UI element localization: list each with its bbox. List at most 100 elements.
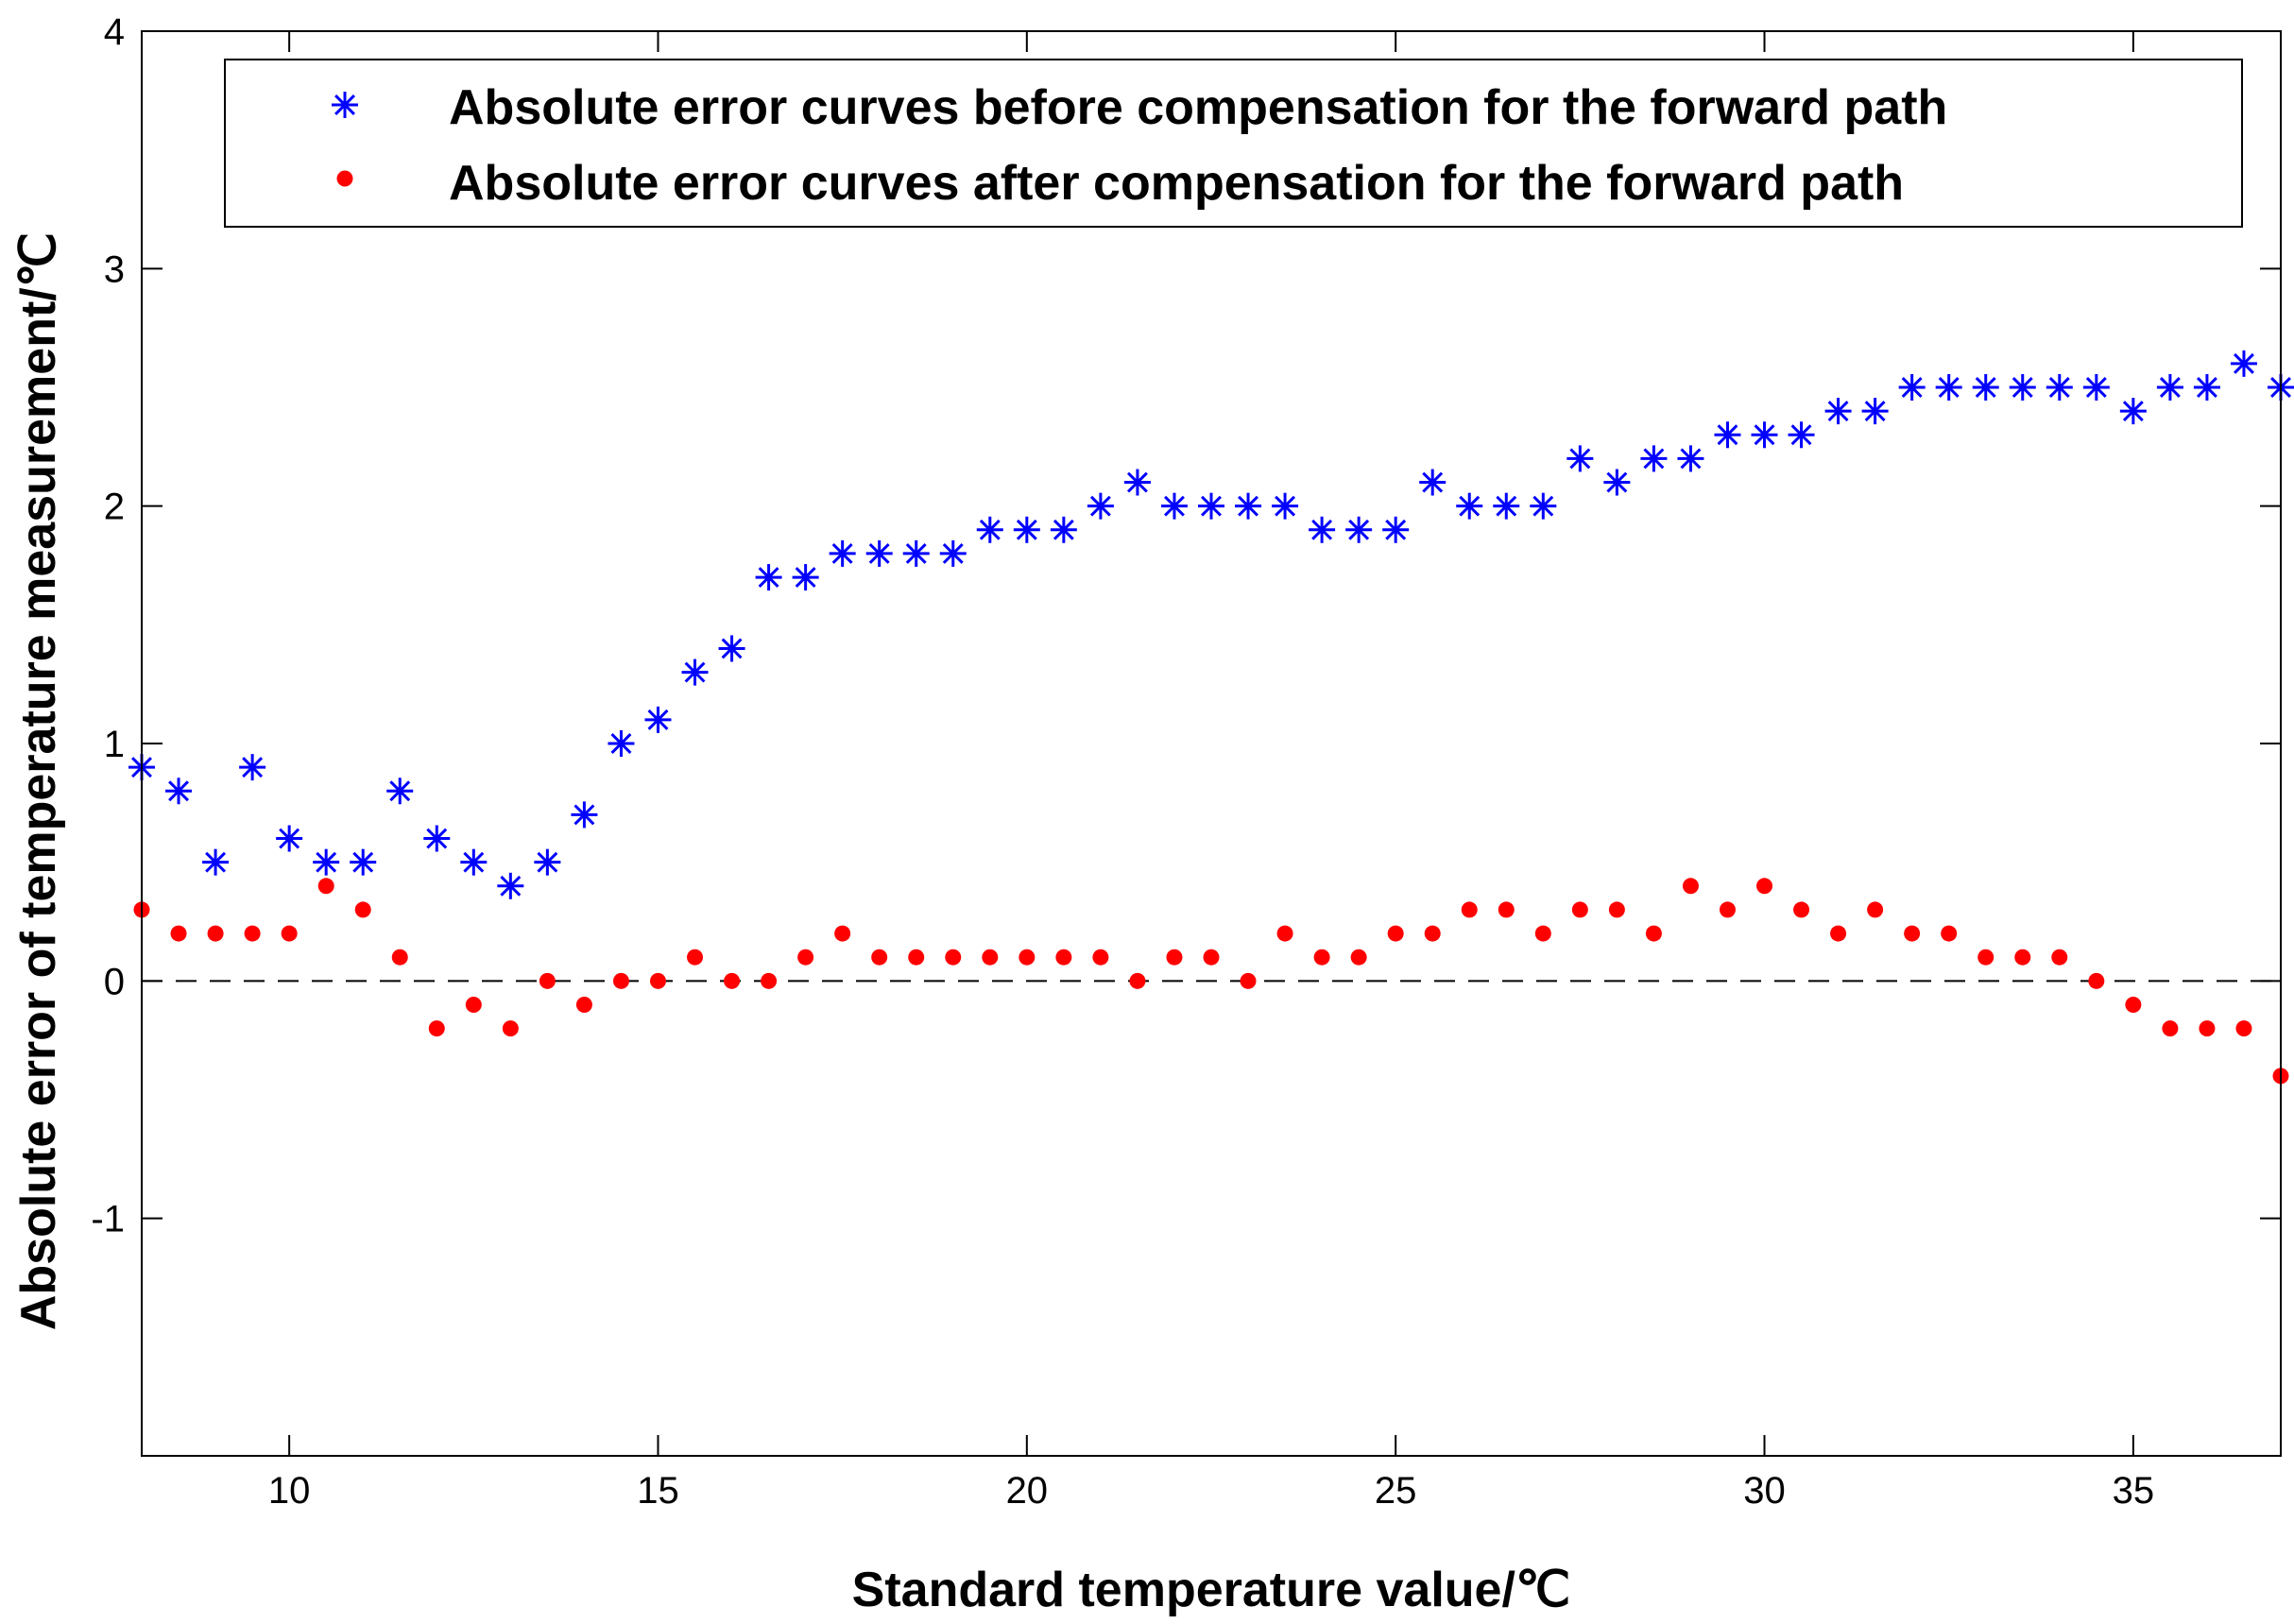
data-point-asterisk bbox=[608, 730, 635, 757]
data-point-asterisk bbox=[1382, 516, 1410, 543]
data-point-asterisk bbox=[681, 658, 709, 686]
data-point-asterisk bbox=[1198, 492, 1224, 520]
y-tick-label: -1 bbox=[91, 1199, 125, 1240]
data-point-dot bbox=[908, 949, 925, 966]
data-point-dot bbox=[2051, 949, 2068, 966]
data-point-dot bbox=[724, 972, 741, 989]
data-point-dot bbox=[797, 949, 814, 966]
x-tick-label: 20 bbox=[1006, 1470, 1049, 1512]
data-point-dot bbox=[1350, 949, 1367, 966]
data-point-asterisk bbox=[497, 872, 524, 899]
data-point-asterisk bbox=[1272, 492, 1299, 520]
data-point-dot bbox=[2125, 996, 2142, 1013]
data-point-asterisk bbox=[276, 825, 303, 852]
data-point-dot bbox=[1055, 949, 1072, 966]
data-point-asterisk bbox=[202, 848, 230, 876]
data-point-asterisk bbox=[2193, 374, 2220, 401]
data-point-asterisk bbox=[2046, 374, 2073, 401]
data-point-asterisk bbox=[1935, 374, 1962, 401]
data-point-dot bbox=[1977, 949, 1994, 966]
data-point-dot bbox=[1203, 949, 1220, 966]
data-point-asterisk bbox=[1123, 469, 1151, 496]
data-point-dot bbox=[761, 972, 778, 989]
data-point-dot bbox=[1941, 925, 1958, 942]
data-point-asterisk bbox=[423, 825, 451, 852]
data-point-asterisk bbox=[1566, 445, 1594, 472]
data-point-asterisk bbox=[1603, 469, 1631, 496]
x-tick-label: 25 bbox=[1375, 1470, 1417, 1512]
data-point-dot bbox=[1904, 925, 1921, 942]
data-point-dot bbox=[1682, 878, 1699, 895]
data-point-asterisk bbox=[1751, 421, 1778, 449]
data-point-dot bbox=[1424, 925, 1441, 942]
data-point-asterisk bbox=[902, 539, 930, 567]
data-point-asterisk bbox=[386, 778, 414, 805]
data-point-asterisk bbox=[2156, 374, 2183, 401]
data-point-asterisk bbox=[460, 848, 488, 876]
data-point-dot bbox=[428, 1020, 445, 1037]
data-point-asterisk bbox=[239, 754, 266, 781]
data-point-asterisk bbox=[976, 516, 1003, 543]
data-point-dot bbox=[502, 1020, 519, 1037]
data-point-asterisk bbox=[571, 801, 598, 829]
data-point-asterisk bbox=[1160, 492, 1188, 520]
y-axis-label: Absolute error of temperature measuremen… bbox=[11, 232, 66, 1330]
data-point-asterisk bbox=[755, 564, 782, 591]
data-point-asterisk bbox=[1714, 421, 1741, 449]
series-layer bbox=[128, 350, 2294, 1085]
data-point-asterisk bbox=[1824, 398, 1852, 425]
data-point-dot bbox=[2014, 949, 2031, 966]
data-point-asterisk bbox=[1898, 374, 1926, 401]
data-point-dot bbox=[244, 925, 261, 942]
legend: Absolute error curves before compensatio… bbox=[224, 59, 2243, 228]
data-point-dot bbox=[207, 925, 224, 942]
data-point-dot bbox=[2199, 1020, 2216, 1037]
data-point-asterisk bbox=[1050, 516, 1077, 543]
y-tick-label: 1 bbox=[104, 724, 125, 765]
data-point-asterisk bbox=[1013, 516, 1040, 543]
legend-entry-label: Absolute error curves before compensatio… bbox=[449, 80, 1947, 135]
data-point-dot bbox=[945, 949, 962, 966]
data-point-dot bbox=[687, 949, 704, 966]
data-point-dot bbox=[354, 901, 371, 918]
data-point-asterisk bbox=[829, 539, 856, 567]
data-point-asterisk bbox=[1087, 492, 1114, 520]
data-point-asterisk bbox=[1419, 469, 1447, 496]
data-point-dot bbox=[575, 996, 592, 1013]
data-point-dot bbox=[1608, 901, 1625, 918]
data-point-dot bbox=[1129, 972, 1146, 989]
y-tick-label: 2 bbox=[104, 487, 125, 528]
legend-marker-asterisk bbox=[332, 92, 358, 118]
x-tick-label: 35 bbox=[2113, 1470, 2155, 1512]
data-point-asterisk bbox=[2082, 374, 2110, 401]
legend-marker-dot bbox=[336, 170, 353, 187]
data-point-asterisk bbox=[2230, 350, 2257, 377]
data-point-asterisk bbox=[1345, 516, 1373, 543]
data-point-asterisk bbox=[1972, 374, 1999, 401]
data-point-asterisk bbox=[2009, 374, 2036, 401]
data-point-asterisk bbox=[350, 848, 377, 876]
series-1 bbox=[128, 350, 2294, 899]
data-point-dot bbox=[1276, 925, 1293, 942]
data-point-dot bbox=[612, 972, 629, 989]
data-point-dot bbox=[1019, 949, 1036, 966]
data-point-asterisk bbox=[865, 539, 893, 567]
x-tick-label: 10 bbox=[268, 1470, 311, 1512]
data-point-dot bbox=[649, 972, 666, 989]
data-point-dot bbox=[1867, 901, 1884, 918]
data-point-dot bbox=[391, 949, 408, 966]
data-point-dot bbox=[1498, 901, 1515, 918]
data-point-dot bbox=[1534, 925, 1551, 942]
data-point-dot bbox=[1240, 972, 1257, 989]
data-point-dot bbox=[1461, 901, 1478, 918]
data-point-dot bbox=[317, 878, 334, 895]
data-point-dot bbox=[2088, 972, 2105, 989]
legend-entry-label: Absolute error curves after compensation… bbox=[449, 156, 1904, 211]
data-point-asterisk bbox=[1235, 492, 1262, 520]
data-point-dot bbox=[539, 972, 556, 989]
data-point-asterisk bbox=[165, 778, 193, 805]
data-point-asterisk bbox=[1861, 398, 1889, 425]
data-point-asterisk bbox=[534, 848, 561, 876]
